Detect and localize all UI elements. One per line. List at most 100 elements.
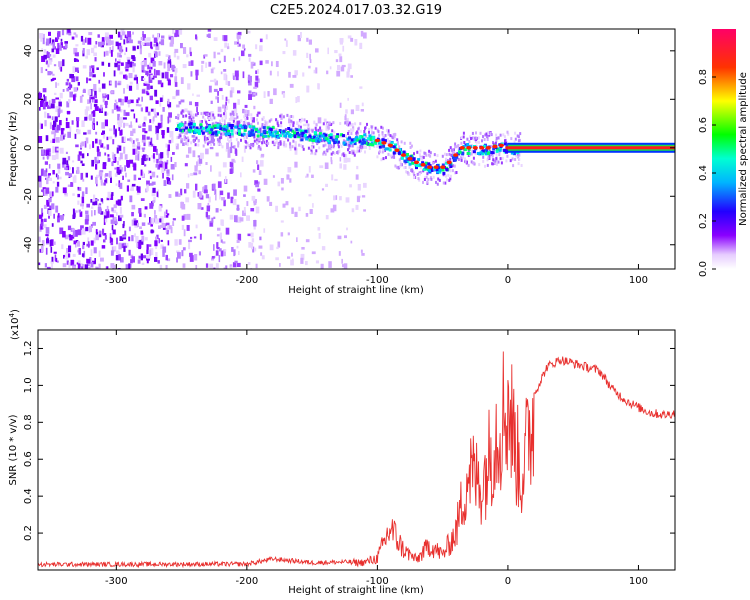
noise-speckle bbox=[216, 242, 219, 249]
ridge-halo bbox=[455, 171, 458, 174]
ridge-halo bbox=[180, 140, 183, 144]
ridge-core bbox=[436, 164, 439, 167]
ridge-halo bbox=[374, 126, 377, 130]
ridge-core bbox=[262, 134, 266, 138]
noise-speckle bbox=[93, 103, 98, 107]
noise-speckle bbox=[317, 117, 322, 124]
noise-speckle bbox=[110, 239, 114, 246]
noise-speckle bbox=[192, 93, 194, 96]
ridge-core bbox=[326, 139, 330, 143]
noise-speckle bbox=[269, 70, 272, 76]
ridge-halo bbox=[348, 151, 351, 154]
ridge-halo bbox=[337, 143, 340, 147]
noise-speckle bbox=[106, 112, 109, 116]
noise-speckle bbox=[350, 37, 354, 42]
noise-speckle bbox=[127, 138, 131, 141]
noise-speckle bbox=[99, 170, 104, 173]
noise-speckle bbox=[129, 195, 133, 203]
noise-speckle bbox=[251, 242, 254, 250]
ridge-core bbox=[361, 138, 365, 142]
noise-speckle bbox=[112, 229, 116, 235]
noise-speckle bbox=[287, 232, 290, 235]
noise-speckle bbox=[186, 183, 190, 189]
ridge-halo bbox=[359, 129, 362, 133]
noise-speckle bbox=[181, 215, 185, 221]
noise-speckle bbox=[112, 152, 115, 160]
noise-speckle bbox=[54, 254, 57, 262]
ridge-halo bbox=[267, 136, 270, 140]
noise-speckle bbox=[38, 175, 42, 182]
noise-speckle bbox=[355, 204, 359, 210]
noise-speckle bbox=[167, 144, 170, 152]
ridge-core bbox=[369, 136, 373, 139]
ridge-halo bbox=[261, 125, 264, 129]
ridge-halo bbox=[381, 150, 384, 154]
ridge-halo bbox=[246, 116, 249, 120]
noise-speckle bbox=[113, 125, 115, 131]
ridge-halo bbox=[403, 141, 406, 145]
noise-speckle bbox=[57, 163, 61, 169]
noise-speckle bbox=[175, 89, 180, 96]
noise-speckle bbox=[85, 172, 88, 178]
noise-speckle bbox=[77, 241, 80, 247]
noise-speckle bbox=[98, 250, 101, 257]
ridge-halo bbox=[303, 118, 306, 122]
noise-speckle bbox=[168, 181, 172, 185]
noise-speckle bbox=[103, 72, 105, 77]
noise-speckle bbox=[242, 71, 245, 79]
noise-speckle bbox=[132, 143, 136, 148]
noise-speckle bbox=[136, 83, 139, 90]
noise-speckle bbox=[110, 237, 113, 242]
ridge-core bbox=[441, 168, 445, 172]
ridge-core bbox=[411, 161, 415, 165]
ridge-halo bbox=[430, 177, 433, 181]
noise-speckle bbox=[82, 245, 85, 250]
ridge-halo bbox=[373, 145, 376, 148]
ridge-core bbox=[217, 130, 221, 134]
ridge-core bbox=[482, 144, 486, 148]
noise-speckle bbox=[131, 204, 136, 210]
y-tick-label: 1.0 bbox=[23, 377, 34, 393]
noise-speckle bbox=[51, 98, 56, 104]
noise-speckle bbox=[193, 236, 197, 239]
noise-speckle bbox=[121, 136, 126, 143]
ridge-halo bbox=[491, 162, 494, 166]
ridge-core bbox=[247, 131, 251, 135]
noise-speckle bbox=[118, 45, 123, 52]
noise-speckle bbox=[86, 203, 90, 208]
noise-speckle bbox=[74, 210, 78, 213]
ridge-halo bbox=[384, 149, 386, 152]
ridge-halo bbox=[247, 122, 249, 126]
noise-speckle bbox=[165, 227, 168, 233]
ridge-halo bbox=[442, 181, 445, 185]
noise-speckle bbox=[103, 215, 108, 219]
ridge-core bbox=[441, 163, 445, 167]
ridge-halo bbox=[265, 121, 268, 125]
noise-speckle bbox=[60, 109, 63, 113]
noise-speckle bbox=[205, 148, 209, 155]
noise-speckle bbox=[223, 55, 226, 62]
ridge-halo bbox=[317, 128, 320, 132]
ridge-halo bbox=[348, 146, 351, 150]
ridge-core bbox=[199, 123, 203, 127]
noise-speckle bbox=[75, 144, 79, 148]
ridge-halo bbox=[410, 144, 413, 148]
noise-speckle bbox=[197, 155, 201, 158]
ridge-core bbox=[485, 148, 489, 151]
noise-speckle bbox=[257, 69, 260, 74]
noise-speckle bbox=[192, 190, 196, 198]
noise-speckle bbox=[252, 61, 255, 65]
noise-speckle bbox=[185, 154, 190, 158]
noise-speckle bbox=[345, 197, 350, 203]
noise-speckle bbox=[203, 135, 206, 142]
noise-speckle bbox=[172, 152, 175, 155]
noise-speckle bbox=[294, 70, 298, 76]
y-tick-label: -40 bbox=[23, 237, 34, 253]
noise-speckle bbox=[233, 145, 236, 149]
noise-speckle bbox=[305, 261, 308, 266]
noise-speckle bbox=[79, 211, 83, 217]
noise-speckle bbox=[94, 57, 97, 62]
noise-speckle bbox=[140, 232, 144, 235]
ridge-halo bbox=[489, 131, 492, 135]
noise-speckle bbox=[349, 184, 352, 188]
